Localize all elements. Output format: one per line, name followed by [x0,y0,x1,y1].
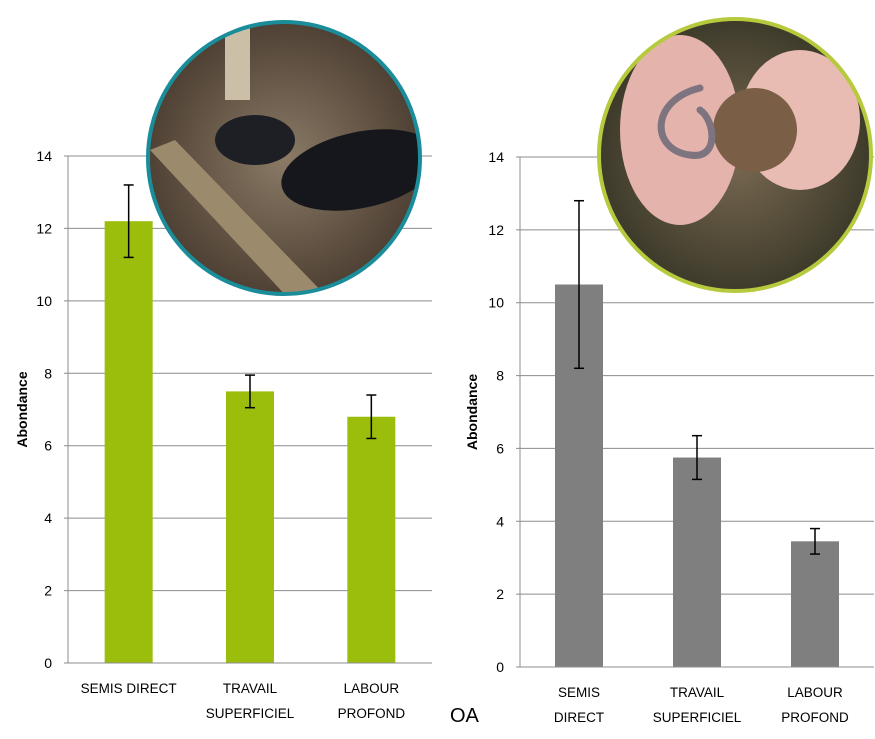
photo-beetle [149,23,419,293]
x-tick-label: DIRECT [554,710,604,725]
y-tick-label: 6 [496,440,504,456]
soil-clump [713,88,797,172]
annotation: OA [450,705,480,727]
beetle-body [281,129,419,211]
x-tick-label: PROFOND [338,706,406,721]
y-axis-label: Abondance [14,371,30,447]
error-bar [123,184,134,259]
photo-border [146,20,422,296]
photo-worm [600,20,870,290]
stick [225,23,250,100]
y-tick-label: 4 [496,513,504,529]
hand-left [620,35,740,225]
photo-border [597,17,873,293]
bar [791,541,839,667]
error-bar [692,434,702,481]
x-tick-label: SUPERFICIEL [206,706,295,721]
y-tick-label: 10 [488,295,504,311]
y-tick-label: 4 [44,510,52,526]
x-tick-label: TRAVAIL [670,685,725,700]
y-tick-label: 8 [44,365,52,381]
worm [657,84,716,159]
y-tick-label: 0 [44,655,52,671]
y-tick-label: 8 [496,368,504,384]
error-bar [574,199,584,370]
y-tick-label: 12 [488,222,504,238]
x-tick-label: PROFOND [781,710,849,725]
y-tick-label: 14 [36,148,52,164]
y-tick-label: 14 [488,149,504,165]
y-tick-label: 0 [496,659,504,675]
x-tick-label: LABOUR [787,685,843,700]
y-tick-label: 10 [36,293,52,309]
straw [150,140,330,293]
y-tick-label: 2 [496,586,504,602]
beetle-head [215,115,295,165]
x-tick-label: SEMIS [558,685,600,700]
x-tick-label: TRAVAIL [223,681,278,696]
y-axis-label: Abondance [464,374,480,450]
bar [226,391,274,663]
bar [104,221,153,663]
error-bar [245,374,255,409]
y-tick-label: 2 [44,583,52,599]
error-bar [366,394,377,440]
error-bar [810,527,820,555]
bar [673,457,721,667]
y-tick-label: 6 [44,438,52,454]
x-tick-label: SUPERFICIEL [653,710,742,725]
x-tick-label: SEMIS DIRECT [81,681,177,696]
x-tick-label: LABOUR [344,681,400,696]
y-tick-label: 12 [36,220,52,236]
bar [347,416,396,663]
